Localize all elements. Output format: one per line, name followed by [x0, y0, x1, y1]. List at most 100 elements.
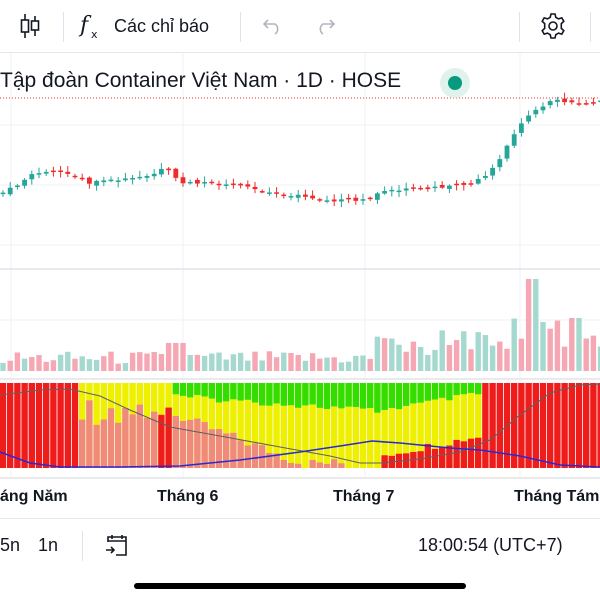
zone-column	[71, 383, 79, 468]
range-1n-button[interactable]: 1n	[38, 535, 59, 555]
candle-body	[497, 159, 503, 168]
candle-body	[396, 190, 402, 193]
candle-body	[252, 186, 258, 190]
volume-bar	[497, 341, 503, 371]
oscillator-main-line	[0, 440, 600, 468]
zone-column	[460, 383, 467, 468]
zone-column	[475, 383, 482, 468]
zone-column	[244, 383, 251, 468]
indicators-button[interactable]: f x Các chỉ báo	[78, 0, 228, 52]
candle-body	[180, 177, 186, 184]
toolbar-divider	[63, 12, 64, 42]
zone-column	[554, 383, 561, 468]
undo-button[interactable]	[258, 0, 288, 52]
volume-bar	[518, 338, 525, 371]
volume-bar	[245, 360, 251, 371]
market-status-indicator[interactable]	[440, 68, 470, 98]
volume-bar	[216, 352, 222, 371]
zone-column	[287, 462, 295, 468]
zone-column	[187, 383, 194, 398]
zone-column	[446, 445, 453, 468]
candle-body	[526, 115, 531, 122]
zone-column	[417, 451, 424, 468]
candle-body	[123, 178, 128, 181]
settings-button[interactable]	[536, 0, 570, 52]
volume-bar	[511, 318, 517, 371]
zone-column	[338, 383, 345, 409]
zone-column	[0, 383, 7, 468]
svg-text:f: f	[78, 13, 92, 38]
candle-body	[360, 199, 366, 201]
clock-timezone[interactable]: 18:00:54 (UTC+7)	[418, 535, 563, 555]
zone-column	[410, 383, 417, 404]
zone-column	[244, 383, 251, 400]
candle-body	[591, 102, 596, 104]
volume-bar	[345, 361, 352, 371]
volume-bar	[554, 320, 561, 371]
zone-column	[259, 383, 266, 406]
home-indicator	[134, 583, 466, 589]
zone-column	[424, 383, 431, 468]
candlestick-series	[0, 92, 600, 208]
price-chart[interactable]	[0, 53, 600, 510]
zone-column	[57, 383, 64, 468]
candlestick-icon	[20, 14, 40, 38]
volume-bar	[482, 335, 489, 371]
volume-bar	[65, 351, 71, 371]
volume-bar	[475, 332, 481, 371]
range-5n-button[interactable]: 5n	[0, 535, 21, 555]
volume-bar	[389, 338, 395, 371]
zone-column	[467, 383, 475, 393]
zone-column	[345, 383, 352, 407]
goto-date-button[interactable]	[104, 533, 130, 564]
zone-column	[446, 383, 453, 401]
candle-body	[547, 101, 553, 106]
zone-column	[136, 404, 143, 468]
zone-column	[331, 459, 338, 468]
volume-bar	[338, 362, 345, 371]
zone-column	[165, 407, 172, 468]
zone-column	[79, 419, 86, 468]
volume-bar	[237, 352, 244, 371]
volume-bar	[21, 358, 28, 371]
volume-bar	[525, 279, 532, 371]
candle-body	[576, 103, 582, 105]
zone-column	[460, 383, 467, 395]
chart-title: Tập đoàn Container Việt Nam · 1D · HOSE	[0, 69, 402, 92]
zone-column	[280, 383, 287, 406]
volume-bar	[569, 318, 575, 371]
candle-body	[29, 174, 35, 180]
zone-column	[151, 411, 158, 468]
redo-button[interactable]	[310, 0, 340, 52]
candle-body	[259, 191, 265, 193]
fx-icon: f x	[78, 13, 98, 40]
zone-column	[251, 383, 259, 468]
undo-icon	[262, 19, 279, 35]
volume-bar	[540, 322, 546, 371]
volume-bar	[597, 346, 600, 371]
zone-column	[345, 383, 352, 468]
zone-column	[439, 383, 446, 398]
candle-body	[216, 183, 222, 186]
zone-column	[446, 383, 453, 468]
volume-bar	[57, 354, 64, 371]
candle-body	[202, 182, 207, 184]
zone-column	[431, 383, 439, 468]
volume-bar	[43, 361, 49, 371]
zone-column	[302, 383, 309, 406]
time-axis-label: Tháng 6	[157, 488, 219, 505]
zone-column	[237, 383, 244, 468]
zone-column	[561, 383, 568, 468]
zone-column	[266, 383, 273, 468]
zone-column	[316, 383, 323, 468]
zone-column	[590, 383, 597, 468]
zone-column	[583, 383, 590, 468]
zone-column	[338, 463, 345, 468]
zone-column	[323, 383, 331, 409]
zone-column	[359, 383, 367, 468]
chart-type-button[interactable]	[10, 0, 50, 52]
candle-body	[115, 180, 121, 182]
candle-body	[101, 180, 107, 183]
volume-bar	[36, 355, 42, 371]
volume-bar	[137, 352, 143, 371]
